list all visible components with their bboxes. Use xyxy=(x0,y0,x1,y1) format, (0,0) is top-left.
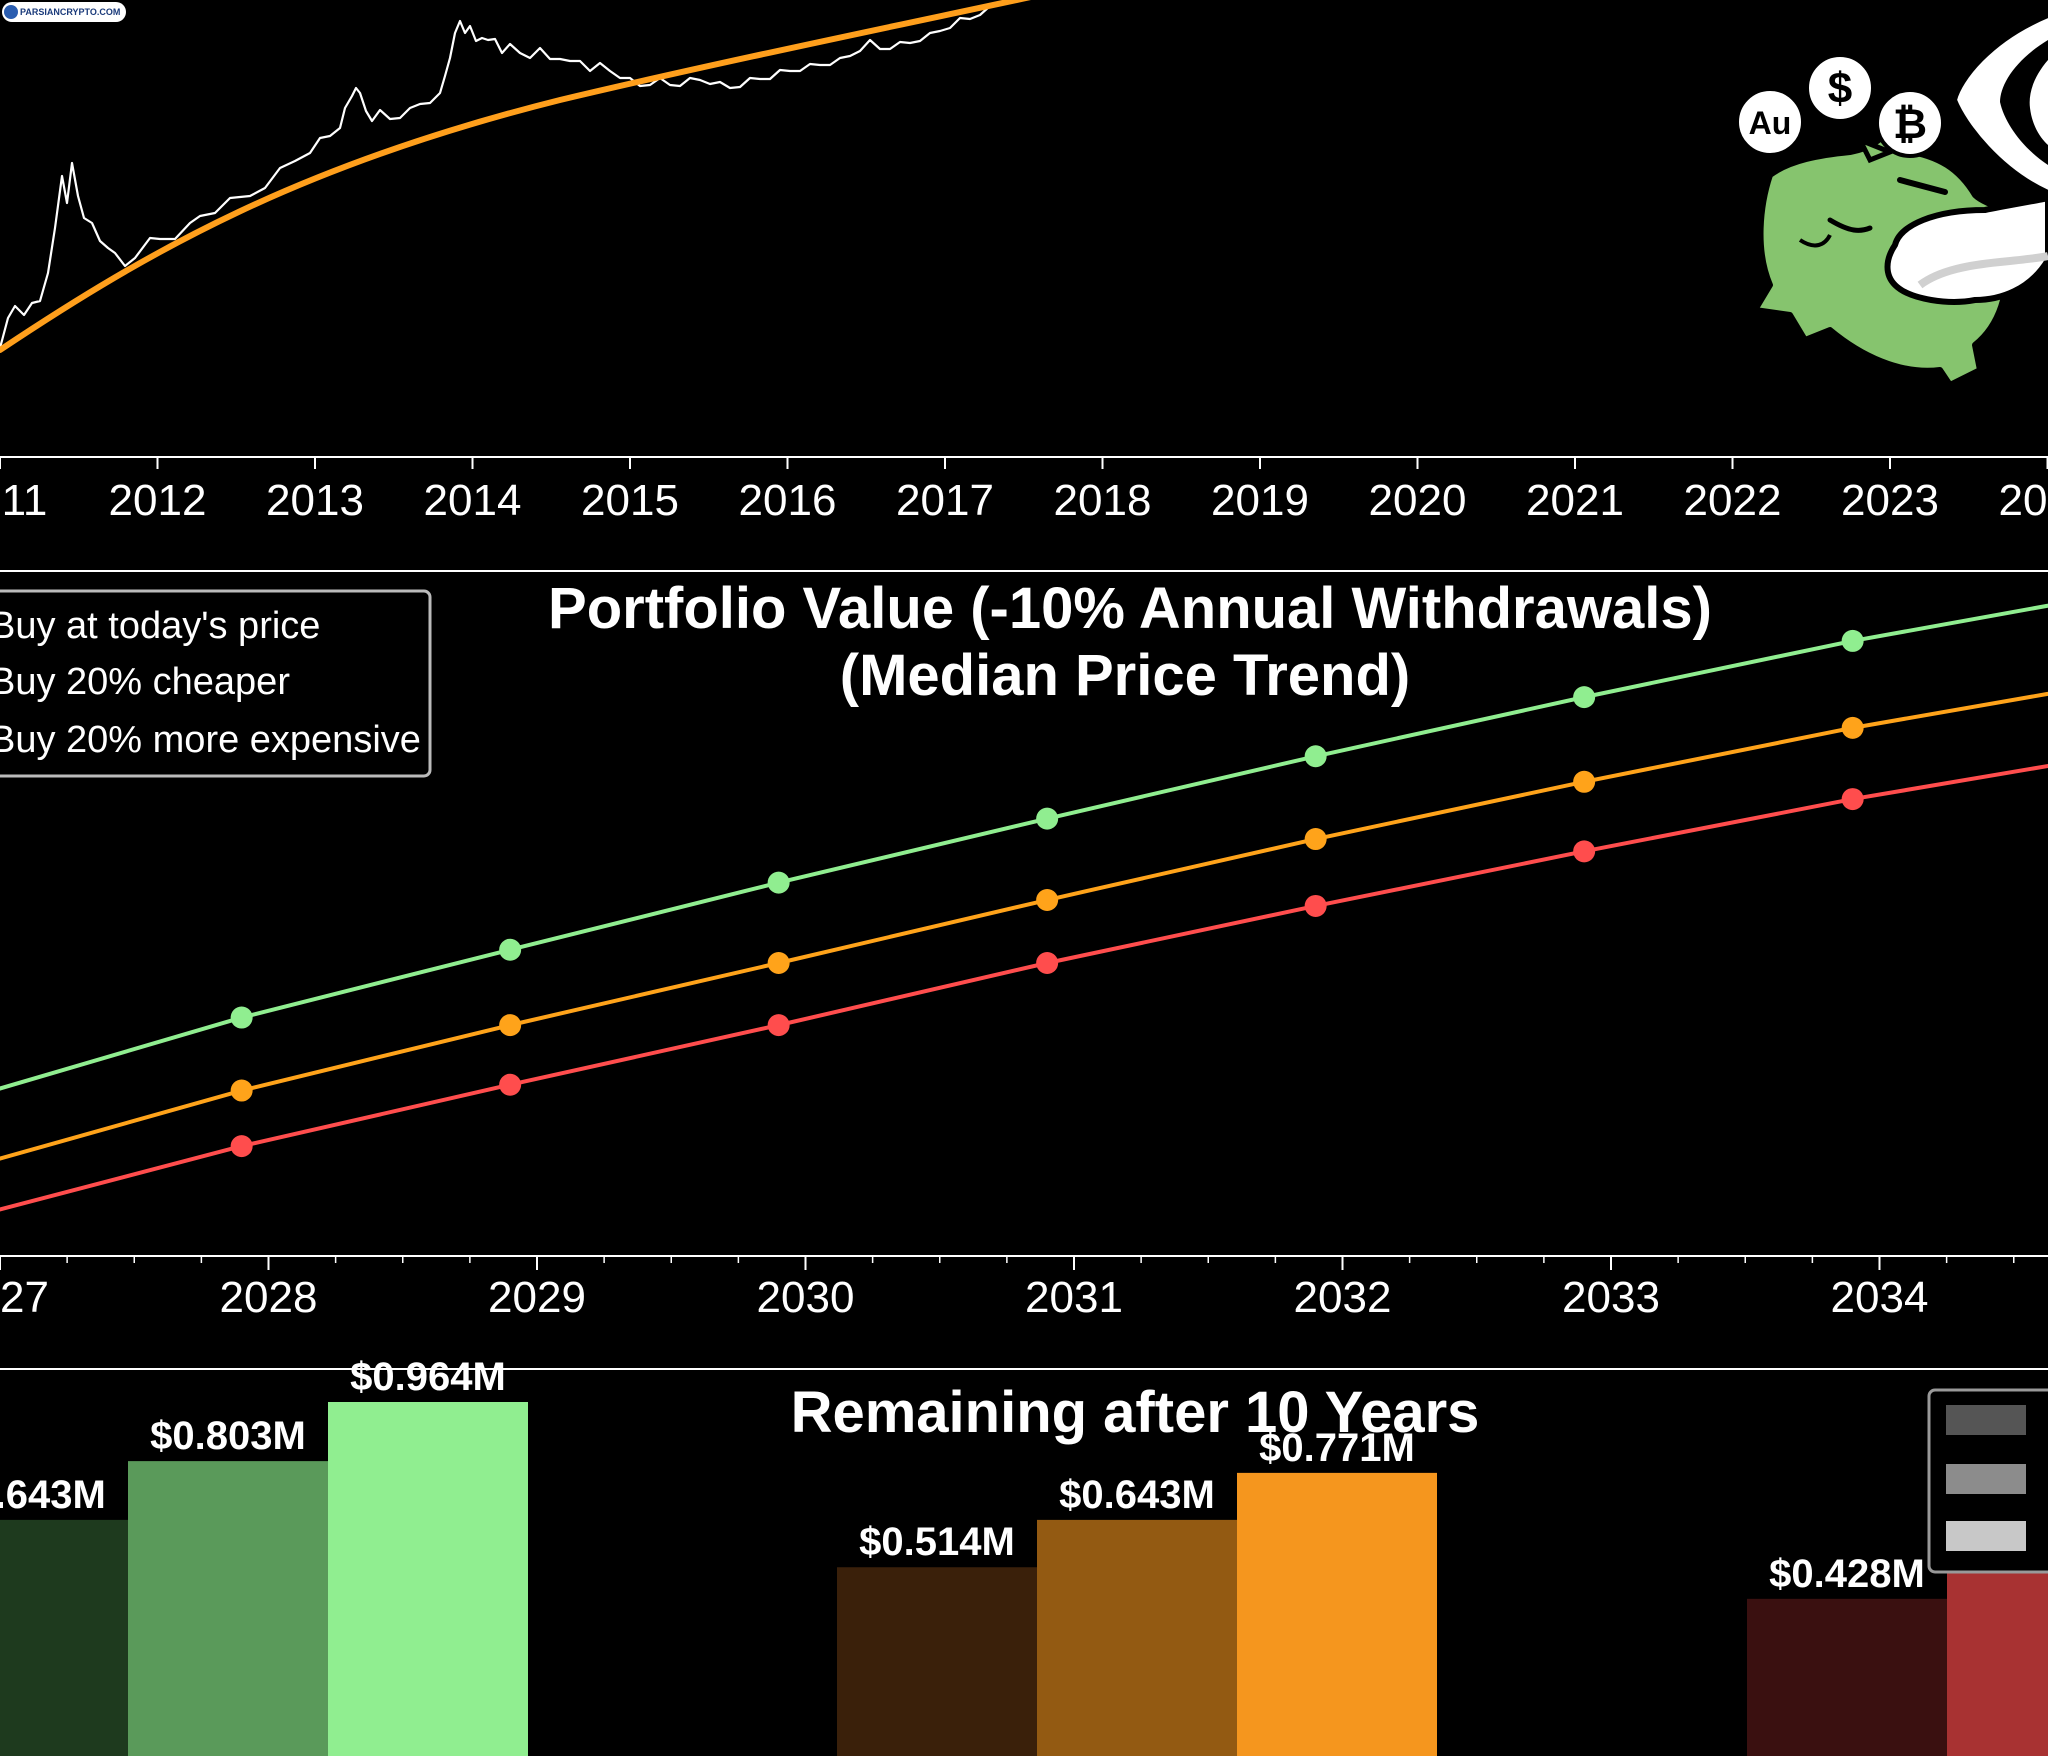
series-point xyxy=(767,952,790,975)
globe-icon xyxy=(4,5,18,19)
x-tick-label: 2012 xyxy=(109,476,207,525)
legend-entry-cheaper: Buy 20% cheaper xyxy=(0,661,290,703)
x-tick-label: 2029 xyxy=(488,1273,586,1322)
series-point xyxy=(230,1079,253,1102)
series-point xyxy=(499,1073,522,1096)
x-tick-label: 2028 xyxy=(220,1273,318,1322)
x-tick-label: 2017 xyxy=(896,476,994,525)
bitcoin-coin-icon: ₿ xyxy=(1875,88,1945,158)
legend-swatch xyxy=(1946,1405,2026,1435)
series-point xyxy=(499,1014,522,1037)
series-point xyxy=(1841,788,1864,811)
chart-subtitle: (Median Price Trend) xyxy=(840,643,1410,708)
bar-value-label: $0.803M xyxy=(150,1414,306,1458)
svg-text:₿: ₿ xyxy=(1893,100,1927,147)
x-tick-label: 2023 xyxy=(1841,476,1939,525)
x-tick-label: 2014 xyxy=(424,476,522,525)
bar-group: $0.643M $0.803M $0.964M $0.514M $0.643M $0.77… xyxy=(0,1355,2048,1756)
x-tick-label: 2016 xyxy=(739,476,837,525)
x-tick-label: 2018 xyxy=(1054,476,1152,525)
series-point xyxy=(1036,889,1059,912)
x-tick-label: 2021 xyxy=(1526,476,1624,525)
x-tick-label: 2027 xyxy=(0,1273,49,1322)
gold-coin-icon: Au xyxy=(1735,87,1805,157)
bar-value-label: $0.428M xyxy=(1769,1552,1925,1596)
series-point xyxy=(767,871,790,894)
series-point xyxy=(1304,745,1327,768)
series-point xyxy=(1841,716,1864,739)
x-tick-label: 2024 xyxy=(1999,476,2048,525)
series-point xyxy=(1036,952,1059,975)
bar xyxy=(837,1567,1037,1756)
portfolio-projection-panel: Portfolio Value (-10% Annual Withdrawals… xyxy=(0,576,2048,1322)
legend: Buy at today's price Buy 20% cheaper Buy… xyxy=(0,589,432,778)
legend-entry-today: Buy at today's price xyxy=(0,605,320,647)
series-point xyxy=(1573,770,1596,793)
watermark-badge: PARSIANCRYPTO.COM xyxy=(2,2,127,22)
x-tick-label: 2033 xyxy=(1562,1273,1660,1322)
price-trend-curve xyxy=(0,0,1031,353)
legend-entry-expensive: Buy 20% more expensive xyxy=(0,719,421,761)
price-history-line xyxy=(0,2,1001,349)
series-point xyxy=(1304,894,1327,917)
price-x-ticks: 2011 2012 2013 2014 2015 2016 2017 2018 2019 2020… xyxy=(0,457,2048,525)
series-point xyxy=(767,1014,790,1037)
x-tick-label: 2022 xyxy=(1684,476,1782,525)
x-tick-label: 2019 xyxy=(1211,476,1309,525)
legend-swatch xyxy=(1946,1521,2026,1551)
portfolio-x-ticks: 2027 2028 2029 2030 2031 2032 2033 2034 xyxy=(0,1256,2015,1322)
bar xyxy=(328,1402,528,1756)
bar xyxy=(0,1519,128,1756)
x-tick-label: 2034 xyxy=(1831,1273,1929,1322)
chart-title: Portfolio Value (-10% Annual Withdrawals… xyxy=(548,576,1712,641)
series-point xyxy=(1573,686,1596,709)
x-tick-label: 2030 xyxy=(757,1273,855,1322)
bar xyxy=(1947,1559,2048,1756)
bar-value-label: $0.643M xyxy=(0,1473,106,1517)
remaining-bars-panel: Remaining after 10 Years $0.643M$0.803M$… xyxy=(0,1355,2048,1756)
price-history-panel: 2011 2012 2013 2014 2015 2016 2017 2018 2019 2020… xyxy=(0,0,2048,525)
svg-text:$: $ xyxy=(1828,64,1852,113)
bar xyxy=(128,1461,328,1756)
series-point xyxy=(230,1006,253,1029)
x-tick-label: 2020 xyxy=(1369,476,1467,525)
legend-swatch xyxy=(1946,1464,2026,1494)
bar xyxy=(1747,1598,1947,1756)
x-tick-label: 2032 xyxy=(1294,1273,1392,1322)
x-tick-label: 2015 xyxy=(581,476,679,525)
bar-chart-title: Remaining after 10 Years xyxy=(791,1380,1480,1445)
series-point xyxy=(1036,807,1059,830)
series-point xyxy=(499,938,522,961)
bar-value-label: $0.514M xyxy=(859,1520,1015,1564)
series-point xyxy=(1304,828,1327,851)
portfolio-series xyxy=(0,603,2048,1212)
dollar-coin-icon: $ xyxy=(1805,53,1875,123)
x-tick-label: 2031 xyxy=(1025,1273,1123,1322)
bar-legend xyxy=(1927,1388,2048,1574)
watermark-text: PARSIANCRYPTO.COM xyxy=(20,7,121,17)
series-point xyxy=(1573,840,1596,863)
bar-value-label: $0.771M xyxy=(1259,1426,1415,1470)
svg-text:Au: Au xyxy=(1749,105,1792,141)
bar xyxy=(1237,1472,1437,1756)
series-point xyxy=(1841,629,1864,652)
bar-value-label: $0.964M xyxy=(350,1355,506,1399)
x-tick-label: 2013 xyxy=(266,476,364,525)
x-tick-label: 2011 xyxy=(0,476,47,525)
bar-value-label: $0.643M xyxy=(1059,1473,1215,1517)
series-point xyxy=(230,1135,253,1158)
bar xyxy=(1037,1519,1237,1756)
flying-piggy-bank-icon: Au $ ₿ xyxy=(1735,14,2048,388)
